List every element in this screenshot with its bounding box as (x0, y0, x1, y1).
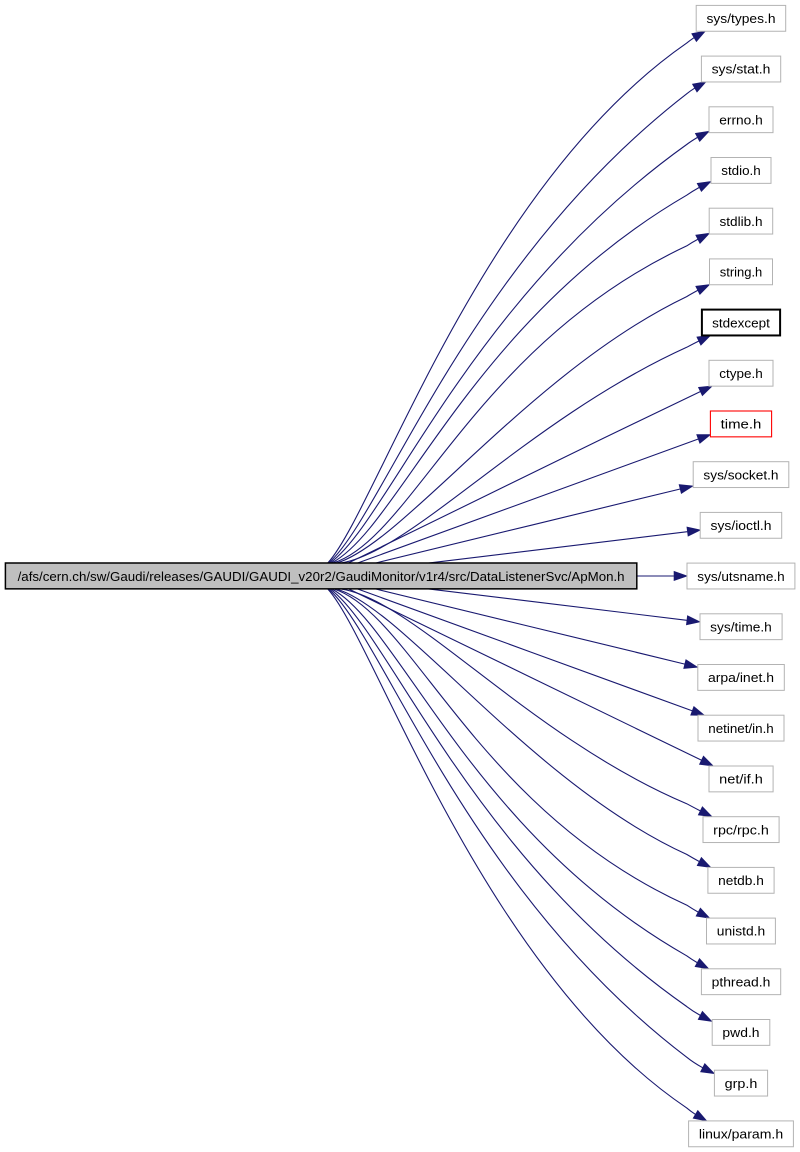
svg-text:stdexcept: stdexcept (712, 315, 770, 330)
svg-text:pthread.h: pthread.h (712, 975, 771, 990)
svg-text:stdlib.h: stdlib.h (720, 214, 763, 229)
svg-text:pwd.h: pwd.h (722, 1025, 759, 1040)
svg-text:arpa/inet.h: arpa/inet.h (708, 670, 774, 685)
svg-text:sys/types.h: sys/types.h (707, 11, 776, 26)
svg-text:errno.h: errno.h (719, 112, 763, 127)
svg-text:sys/time.h: sys/time.h (710, 620, 772, 635)
svg-text:stdio.h: stdio.h (721, 163, 761, 178)
svg-text:string.h: string.h (720, 265, 763, 280)
svg-text:sys/stat.h: sys/stat.h (712, 62, 771, 77)
svg-text:time.h: time.h (721, 417, 762, 432)
svg-text:/afs/cern.ch/sw/Gaudi/releases: /afs/cern.ch/sw/Gaudi/releases/GAUDI/GAU… (18, 569, 625, 584)
svg-text:net/if.h: net/if.h (719, 772, 763, 787)
svg-text:netdb.h: netdb.h (718, 873, 764, 888)
svg-text:grp.h: grp.h (725, 1076, 758, 1091)
svg-text:rpc/rpc.h: rpc/rpc.h (713, 822, 769, 837)
svg-text:sys/socket.h: sys/socket.h (703, 467, 778, 482)
svg-text:linux/param.h: linux/param.h (699, 1127, 783, 1142)
svg-text:unistd.h: unistd.h (717, 924, 765, 939)
svg-text:ctype.h: ctype.h (719, 366, 763, 381)
svg-text:netinet/in.h: netinet/in.h (708, 721, 774, 736)
svg-text:sys/ioctl.h: sys/ioctl.h (711, 518, 772, 533)
svg-text:sys/utsname.h: sys/utsname.h (697, 569, 784, 584)
